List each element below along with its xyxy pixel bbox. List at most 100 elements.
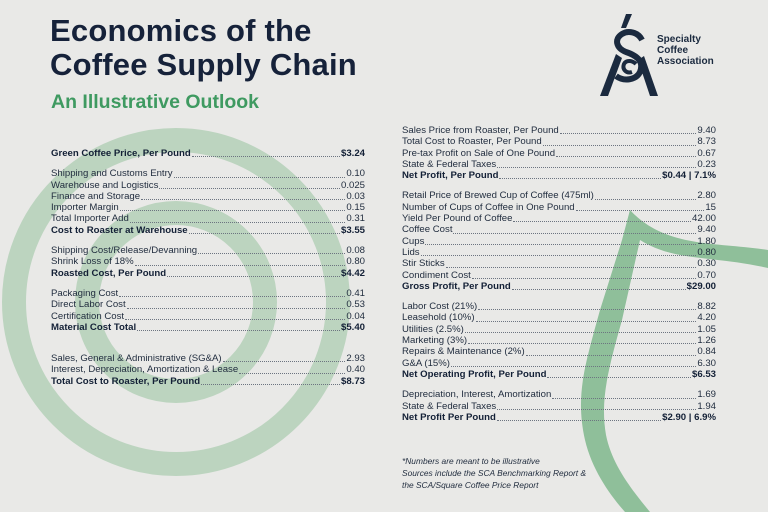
dot-leader	[119, 296, 346, 298]
dot-leader	[547, 377, 691, 379]
logo-line-1: Specialty	[657, 34, 701, 45]
line-item-value: 0.67	[697, 147, 716, 159]
line-item-label: Lids	[402, 246, 420, 258]
line-item-label: Material Cost Total	[51, 321, 137, 333]
dot-leader	[478, 309, 697, 311]
outer-ring-decoration	[2, 128, 350, 476]
line-item-value: 8.73	[697, 136, 716, 148]
dot-leader	[420, 255, 697, 257]
line-item-label: Yield Per Pound of Coffee	[402, 213, 513, 225]
line-item-value: 0.03	[346, 190, 365, 202]
sca-logo-icon	[600, 14, 658, 96]
line-item-value: 2.93	[346, 353, 365, 365]
dot-leader	[468, 343, 697, 345]
line-item-total: Cost to Roaster at Warehouse $3.55	[51, 225, 365, 236]
line-item: Marketing (3%) 1.26	[402, 335, 716, 346]
line-item-value: $29.00	[686, 280, 716, 292]
line-item-total: Net Profit Per Pound $2.90 | 6.9%	[402, 412, 716, 423]
dot-leader	[525, 354, 697, 356]
dot-leader	[497, 167, 697, 169]
dot-leader	[119, 210, 346, 212]
line-item: Repairs & Maintenance (2%) 0.84	[402, 346, 716, 357]
line-item-value: 0.08	[346, 245, 365, 257]
line-item: Packaging Cost 0.41	[51, 288, 365, 299]
line-item-value: $5.40	[340, 321, 365, 333]
green-coffee-group: Green Coffee Price, Per Pound $3.24	[51, 148, 365, 159]
line-item-value: 8.82	[697, 301, 716, 313]
line-item-value: 0.40	[346, 364, 365, 376]
line-item-value: 42.00	[691, 213, 716, 225]
page-title: Economics of the Coffee Supply Chain	[50, 14, 357, 82]
line-item-value: 0.84	[697, 346, 716, 358]
line-item-label: Net Profit, Per Pound	[402, 170, 499, 182]
line-item-label: G&A (15%)	[402, 357, 450, 369]
title-line-1: Economics of the	[50, 13, 312, 48]
line-item: Finance and Storage 0.03	[51, 191, 365, 202]
line-item-label: Leasehold (10%)	[402, 312, 475, 324]
title-line-2: Coffee Supply Chain	[50, 47, 357, 82]
line-item-label: State & Federal Taxes	[402, 400, 497, 412]
line-item-total: Gross Profit, Per Pound $29.00	[402, 281, 716, 292]
line-item-value: 0.80	[346, 256, 365, 268]
dot-leader	[451, 365, 697, 367]
dot-leader	[134, 264, 346, 266]
line-item-label: Cups	[402, 235, 425, 247]
line-item: Shipping Cost/Release/Devanning 0.08	[51, 245, 365, 256]
line-item: Sales Price from Roaster, Per Pound 9.40	[402, 125, 716, 136]
line-item-label: State & Federal Taxes	[402, 158, 497, 170]
line-item-value: 1.05	[697, 323, 716, 335]
line-item-total: Total Cost to Roaster, Per Pound $8.73	[51, 376, 365, 387]
line-item-label: Labor Cost (21%)	[402, 301, 478, 313]
dot-leader	[552, 397, 697, 399]
line-item-label: Total Importer Add	[51, 213, 129, 225]
line-item-value: $8.73	[340, 375, 365, 387]
dot-leader	[496, 420, 662, 422]
line-item-label: Green Coffee Price, Per Pound	[51, 148, 191, 159]
operating-cost-group: Labor Cost (21%) 8.82 Leasehold (10%) 4.20…	[402, 301, 716, 380]
line-item: Depreciation, Interest, Amortization 1.69	[402, 389, 716, 400]
dot-leader	[542, 144, 697, 146]
line-item-value: 9.40	[697, 125, 716, 136]
line-item-value: 4.20	[697, 312, 716, 324]
page-subtitle: An Illustrative Outlook	[51, 91, 260, 113]
line-item: Utilities (2.5%) 1.05	[402, 324, 716, 335]
line-item: Leasehold (10%) 4.20	[402, 312, 716, 323]
material-group: Packaging Cost 0.41 Direct Labor Cost 0.53…	[51, 288, 365, 333]
line-item-value: 1.26	[697, 335, 716, 347]
line-item-total: Material Cost Total $5.40	[51, 322, 365, 333]
dot-leader	[137, 330, 340, 332]
line-item-value: 0.53	[346, 299, 365, 311]
line-item: Importer Margin 0.15	[51, 202, 365, 213]
line-item: Lids 0.80	[402, 247, 716, 258]
line-item-label: Cost to Roaster at Warehouse	[51, 224, 188, 236]
line-item-value: 6.30	[697, 357, 716, 369]
line-item-value: 0.80	[697, 246, 716, 258]
line-item: Sales, General & Administrative (SG&A) 2.…	[51, 353, 365, 364]
footnote-line-3: the SCA/Square Coffee Price Report	[402, 480, 539, 490]
sca-logo-text: Specialty Coffee Association	[657, 34, 714, 67]
dot-leader	[497, 408, 697, 410]
line-item: Shrink Loss of 18% 0.80	[51, 256, 365, 267]
line-item-label: Gross Profit, Per Pound	[402, 280, 511, 292]
dot-leader	[159, 187, 340, 189]
dot-leader	[511, 289, 686, 291]
line-item: Total Importer Add 0.31	[51, 213, 365, 224]
logo-line-3: Association	[657, 56, 714, 67]
line-item-label: Shipping Cost/Release/Devanning	[51, 245, 198, 257]
dot-leader	[513, 221, 691, 223]
line-item-total: Roasted Cost, Per Pound $4.42	[51, 268, 365, 279]
line-item-label: Utilities (2.5%)	[402, 323, 464, 335]
dot-leader	[471, 277, 697, 279]
dot-leader	[141, 199, 346, 201]
line-item-label: Condiment Cost	[402, 269, 471, 281]
line-item-label: Shipping and Customs Entry	[51, 168, 173, 180]
line-item: Labor Cost (21%) 8.82	[402, 301, 716, 312]
importer-group: Shipping and Customs Entry 0.10 Warehouse…	[51, 168, 365, 236]
line-item: Certification Cost 0.04	[51, 311, 365, 322]
line-item-label: Repairs & Maintenance (2%)	[402, 346, 525, 358]
dot-leader	[425, 243, 697, 245]
line-item-value: 0.10	[346, 168, 365, 180]
line-item: Pre-tax Profit on Sale of One Pound 0.67	[402, 148, 716, 159]
line-item-value: 0.15	[346, 202, 365, 214]
line-item-label: Marketing (3%)	[402, 335, 468, 347]
